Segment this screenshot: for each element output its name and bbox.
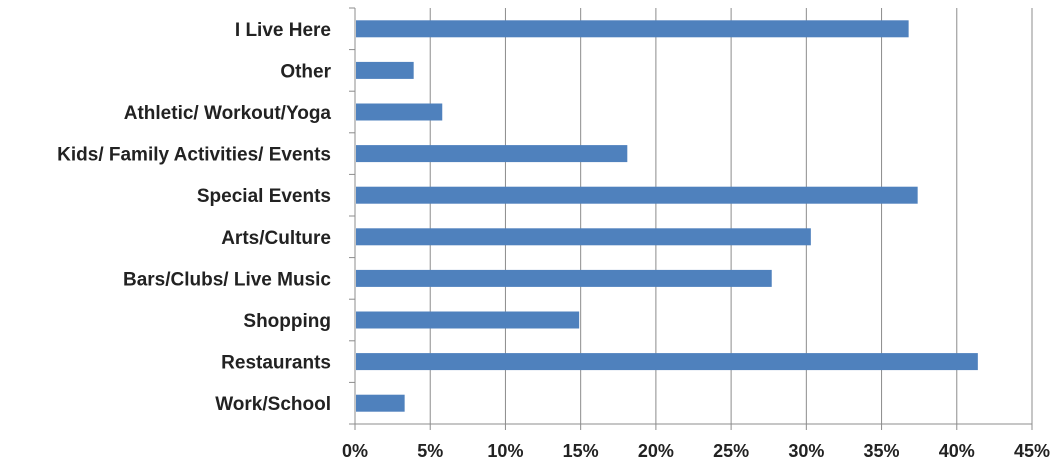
x-tick-label: 15%: [563, 441, 599, 461]
category-label: Restaurants: [221, 353, 331, 374]
x-tick-label: 45%: [1014, 441, 1050, 461]
category-label: Shopping: [243, 311, 331, 332]
category-label: Athletic/ Workout/Yoga: [124, 103, 332, 124]
x-tick-label: 10%: [487, 441, 523, 461]
x-tick-label: 20%: [638, 441, 674, 461]
bar: [356, 20, 909, 38]
bar: [356, 145, 628, 163]
category-label: Arts/Culture: [221, 228, 331, 249]
bar: [356, 228, 811, 246]
x-tick-label: 35%: [864, 441, 900, 461]
x-tick-label: 30%: [788, 441, 824, 461]
x-tick-label: 25%: [713, 441, 749, 461]
x-tick-label: 0%: [342, 441, 368, 461]
gridlines: [429, 8, 1033, 424]
x-tick-label: 5%: [417, 441, 443, 461]
category-label: Work/School: [215, 394, 331, 415]
category-label: Bars/Clubs/ Live Music: [123, 269, 331, 290]
x-tick-label: 40%: [939, 441, 975, 461]
bar: [356, 394, 405, 412]
bar: [356, 186, 918, 204]
bar: [356, 103, 443, 121]
axes: [349, 7, 1033, 430]
bars: [356, 20, 978, 412]
x-tick-labels: 0% 5% 10% 15% 20% 25% 30% 35% 40% 45%: [342, 441, 1050, 461]
category-label: Other: [280, 61, 331, 82]
category-labels: I Live Here Other Athletic/ Workout/Yoga Ki…: [57, 20, 331, 415]
bar: [356, 269, 772, 287]
category-label: Special Events: [197, 186, 331, 207]
bar: [356, 61, 414, 79]
category-label: I Live Here: [235, 20, 331, 41]
bar: [356, 353, 978, 371]
category-label: Kids/ Family Activities/ Events: [57, 145, 331, 166]
bar: [356, 311, 580, 329]
